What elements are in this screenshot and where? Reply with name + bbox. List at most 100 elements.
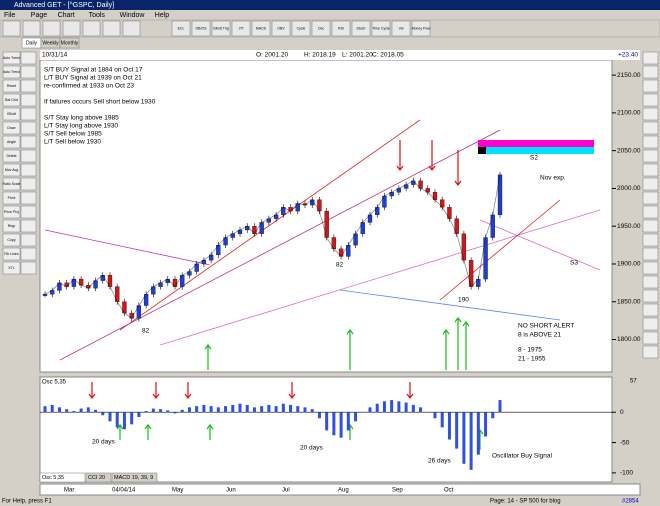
tool-button[interactable] <box>2 79 21 93</box>
toolbar-button[interactable] <box>211 20 231 37</box>
tab[interactable] <box>59 37 80 49</box>
osc-bar <box>267 404 271 413</box>
tool-button[interactable] <box>2 121 21 135</box>
osc-bar <box>115 412 119 428</box>
tool-button[interactable] <box>20 219 37 233</box>
tool-button[interactable] <box>642 233 659 247</box>
toolbar-button[interactable] <box>371 20 391 37</box>
tool-button[interactable] <box>642 261 659 275</box>
osc-bar <box>491 412 495 419</box>
tool-button[interactable] <box>20 51 37 65</box>
tool-button[interactable] <box>20 233 37 247</box>
menu-item[interactable]: File <box>4 12 15 19</box>
tool-button[interactable] <box>2 93 21 107</box>
tool-button[interactable] <box>20 205 37 219</box>
tool-button[interactable] <box>2 191 21 205</box>
tool-button[interactable] <box>20 247 37 261</box>
tool-button[interactable] <box>642 177 659 191</box>
tool-button[interactable] <box>2 177 21 191</box>
menu-item[interactable]: Window <box>120 12 146 19</box>
tool-button[interactable] <box>642 93 659 107</box>
toolbar-icon[interactable] <box>2 20 21 37</box>
tool-button[interactable] <box>20 121 37 135</box>
toolbar-icon[interactable] <box>82 20 101 37</box>
toolbar-icon[interactable] <box>102 20 121 37</box>
osc-bar <box>130 412 134 425</box>
osc-bar <box>484 412 488 437</box>
menu-item[interactable]: Tools <box>89 12 106 19</box>
signal-box-mark <box>478 147 486 154</box>
tool-button[interactable] <box>2 163 21 177</box>
tool-button[interactable] <box>642 135 659 149</box>
tool-button[interactable] <box>642 247 659 261</box>
tool-button[interactable] <box>642 121 659 135</box>
tool-button[interactable] <box>2 219 21 233</box>
tool-button[interactable] <box>642 51 659 65</box>
tool-button[interactable] <box>2 233 21 247</box>
tool-button[interactable] <box>642 331 659 345</box>
tool-button[interactable] <box>2 205 21 219</box>
tool-button[interactable] <box>642 275 659 289</box>
toolbar-button[interactable] <box>171 20 191 37</box>
signal-box-band <box>478 147 594 154</box>
menu-item[interactable]: Help <box>155 12 170 19</box>
osc-bar <box>202 404 206 413</box>
tool-button[interactable] <box>2 135 21 149</box>
osc-bar <box>72 410 76 413</box>
tool-button[interactable] <box>642 303 659 317</box>
toolbar-button[interactable] <box>291 20 311 37</box>
tool-button[interactable] <box>642 345 659 359</box>
toolbar-button[interactable] <box>311 20 331 37</box>
y-tick-label: 2000.00 <box>617 185 641 192</box>
osc-bar <box>419 407 423 413</box>
tool-button[interactable] <box>642 205 659 219</box>
indicator-tab[interactable] <box>111 472 158 483</box>
toolbar-button[interactable] <box>351 20 371 37</box>
toolbar-button[interactable] <box>331 20 351 37</box>
tool-button[interactable] <box>20 93 37 107</box>
toolbar-button[interactable] <box>231 20 251 37</box>
tool-button[interactable] <box>20 191 37 205</box>
tool-button[interactable] <box>642 317 659 331</box>
tool-button[interactable] <box>2 51 21 65</box>
arrow-head <box>442 329 450 335</box>
tool-button[interactable] <box>642 149 659 163</box>
tool-button[interactable] <box>2 149 21 163</box>
toolbar-button[interactable] <box>411 20 431 37</box>
tool-button[interactable] <box>642 107 659 121</box>
tool-button[interactable] <box>20 107 37 121</box>
toolbar-button[interactable] <box>271 20 291 37</box>
toolbar-icon[interactable] <box>122 20 141 37</box>
toolbar-icon[interactable] <box>22 20 41 37</box>
tool-button[interactable] <box>20 149 37 163</box>
osc-bar <box>260 406 264 413</box>
tool-button[interactable] <box>20 177 37 191</box>
tool-button[interactable] <box>2 261 21 275</box>
toolbar-icon[interactable] <box>42 20 61 37</box>
indicator-tab[interactable] <box>85 472 112 483</box>
tool-button[interactable] <box>642 65 659 79</box>
tool-button[interactable] <box>2 247 21 261</box>
menu-item[interactable]: Chart <box>58 12 75 19</box>
tool-button[interactable] <box>642 289 659 303</box>
month-label: Jul <box>282 488 290 494</box>
tool-button[interactable] <box>20 261 37 275</box>
tool-label: Copy <box>7 238 15 242</box>
toolbar-button[interactable] <box>251 20 271 37</box>
tool-button[interactable] <box>642 219 659 233</box>
tool-button[interactable] <box>20 79 37 93</box>
toolbar-icon[interactable] <box>62 20 81 37</box>
indicator-tab[interactable] <box>39 472 86 483</box>
tool-button[interactable] <box>2 65 21 79</box>
y-tick-label: 1900.00 <box>617 261 641 268</box>
toolbar-button[interactable] <box>391 20 411 37</box>
tool-button[interactable] <box>20 163 37 177</box>
tool-button[interactable] <box>642 79 659 93</box>
tool-button[interactable] <box>20 65 37 79</box>
menu-item[interactable]: Page <box>31 12 47 19</box>
tool-button[interactable] <box>20 135 37 149</box>
toolbar-button[interactable] <box>191 20 211 37</box>
tool-button[interactable] <box>642 163 659 177</box>
tool-button[interactable] <box>642 191 659 205</box>
tool-button[interactable] <box>2 107 21 121</box>
